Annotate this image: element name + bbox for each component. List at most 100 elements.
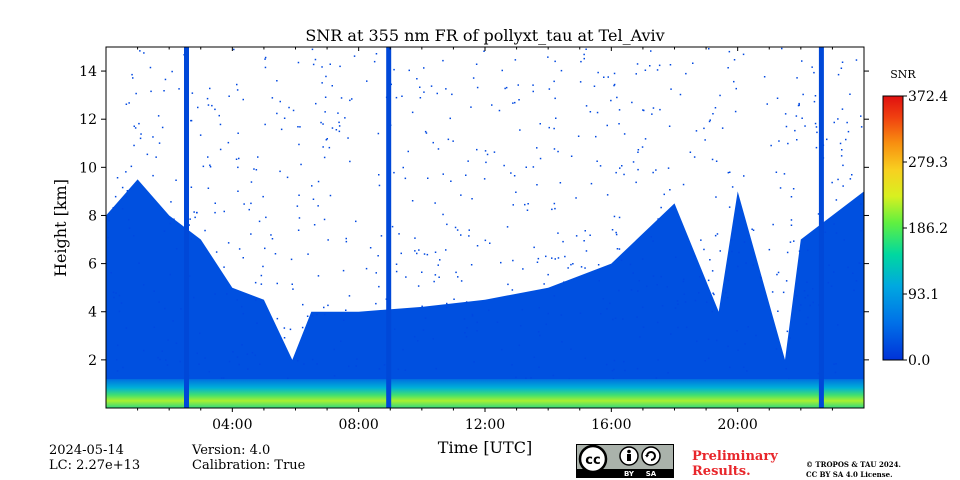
noise-speck bbox=[113, 296, 115, 299]
noise-speck bbox=[411, 111, 414, 114]
noise-speck bbox=[616, 248, 619, 250]
noise-speck bbox=[484, 150, 487, 152]
noise-speck bbox=[276, 282, 278, 285]
noise-speck bbox=[242, 257, 244, 259]
noise-speck bbox=[804, 297, 806, 299]
noise-speck bbox=[279, 170, 281, 173]
x-tick-label: 20:00 bbox=[717, 417, 757, 433]
footer-lc: LC: 2.27e+13 bbox=[49, 458, 141, 473]
noise-speck bbox=[413, 335, 416, 338]
noise-speck bbox=[828, 264, 830, 266]
noise-speck bbox=[637, 151, 639, 153]
noise-speck bbox=[139, 137, 142, 140]
noise-speck bbox=[560, 69, 563, 72]
noise-speck bbox=[116, 177, 119, 179]
noise-speck bbox=[852, 272, 854, 274]
noise-speck bbox=[512, 102, 514, 104]
noise-speck bbox=[807, 316, 809, 319]
noise-speck bbox=[453, 298, 455, 300]
noise-speck bbox=[636, 367, 639, 370]
noise-speck bbox=[572, 263, 574, 265]
noise-speck bbox=[173, 218, 175, 220]
noise-speck bbox=[742, 366, 745, 368]
noise-speck bbox=[803, 290, 806, 292]
noise-speck bbox=[377, 255, 379, 257]
noise-speck bbox=[553, 295, 556, 297]
noise-speck bbox=[326, 138, 328, 140]
noise-speck bbox=[476, 330, 478, 332]
noise-speck bbox=[721, 127, 724, 129]
noise-speck bbox=[153, 290, 155, 292]
noise-speck bbox=[561, 341, 563, 343]
noise-speck bbox=[417, 340, 419, 342]
noise-speck bbox=[209, 87, 211, 90]
noise-speck bbox=[345, 237, 347, 240]
noise-speck bbox=[615, 171, 617, 174]
noise-speck bbox=[128, 227, 131, 229]
noise-speck bbox=[260, 274, 263, 277]
noise-speck bbox=[157, 356, 159, 359]
noise-speck bbox=[190, 186, 193, 188]
noise-speck bbox=[122, 366, 124, 369]
noise-speck bbox=[483, 50, 485, 52]
noise-speck bbox=[606, 124, 608, 127]
y-tick-label: 12 bbox=[79, 112, 97, 128]
noise-speck bbox=[432, 141, 434, 144]
noise-speck bbox=[707, 357, 710, 360]
signal-layer bbox=[106, 179, 864, 408]
noise-speck bbox=[343, 319, 345, 321]
noise-speck bbox=[613, 368, 615, 371]
noise-speck bbox=[785, 280, 788, 282]
noise-speck bbox=[584, 230, 586, 232]
noise-speck bbox=[623, 133, 626, 135]
noise-speck bbox=[468, 235, 470, 237]
noise-speck bbox=[312, 198, 315, 200]
noise-speck bbox=[537, 331, 540, 333]
noise-speck bbox=[223, 266, 225, 268]
noise-speck bbox=[860, 126, 863, 128]
noise-speck bbox=[613, 83, 616, 86]
noise-speck bbox=[590, 182, 593, 185]
noise-speck bbox=[731, 186, 734, 188]
noise-speck bbox=[114, 195, 117, 198]
noise-speck bbox=[311, 185, 313, 187]
noise-speck bbox=[432, 338, 434, 340]
noise-speck bbox=[313, 224, 316, 226]
noise-speck bbox=[500, 261, 502, 264]
noise-speck bbox=[204, 229, 206, 232]
noise-speck bbox=[623, 173, 625, 176]
noise-speck bbox=[715, 160, 718, 162]
noise-speck bbox=[356, 358, 358, 360]
noise-speck bbox=[606, 308, 608, 310]
noise-speck bbox=[416, 252, 418, 255]
noise-speck bbox=[512, 259, 514, 262]
noise-speck bbox=[179, 360, 181, 363]
noise-speck bbox=[298, 217, 301, 219]
noise-speck bbox=[619, 167, 621, 169]
noise-speck bbox=[726, 296, 729, 299]
noise-speck bbox=[733, 59, 736, 61]
noise-speck bbox=[442, 213, 444, 216]
noise-speck bbox=[488, 309, 490, 312]
noise-speck bbox=[128, 102, 130, 104]
noise-speck bbox=[491, 104, 493, 106]
noise-speck bbox=[327, 304, 329, 307]
noise-speck bbox=[397, 368, 400, 371]
noise-speck bbox=[291, 283, 293, 285]
noise-speck bbox=[744, 343, 746, 345]
noise-speck bbox=[727, 345, 729, 348]
noise-speck bbox=[258, 220, 261, 223]
noise-speck bbox=[349, 160, 351, 163]
noise-speck bbox=[547, 56, 549, 58]
noise-speck bbox=[419, 86, 421, 88]
noise-speck bbox=[437, 148, 440, 150]
noise-speck bbox=[521, 308, 524, 311]
noise-speck bbox=[143, 52, 145, 54]
noise-speck bbox=[220, 377, 223, 379]
noise-speck bbox=[237, 166, 239, 169]
noise-speck bbox=[517, 84, 519, 86]
noise-speck bbox=[637, 168, 639, 171]
noise-speck bbox=[146, 153, 149, 156]
colorbar-title: SNR bbox=[890, 68, 916, 81]
noise-speck bbox=[815, 126, 818, 128]
